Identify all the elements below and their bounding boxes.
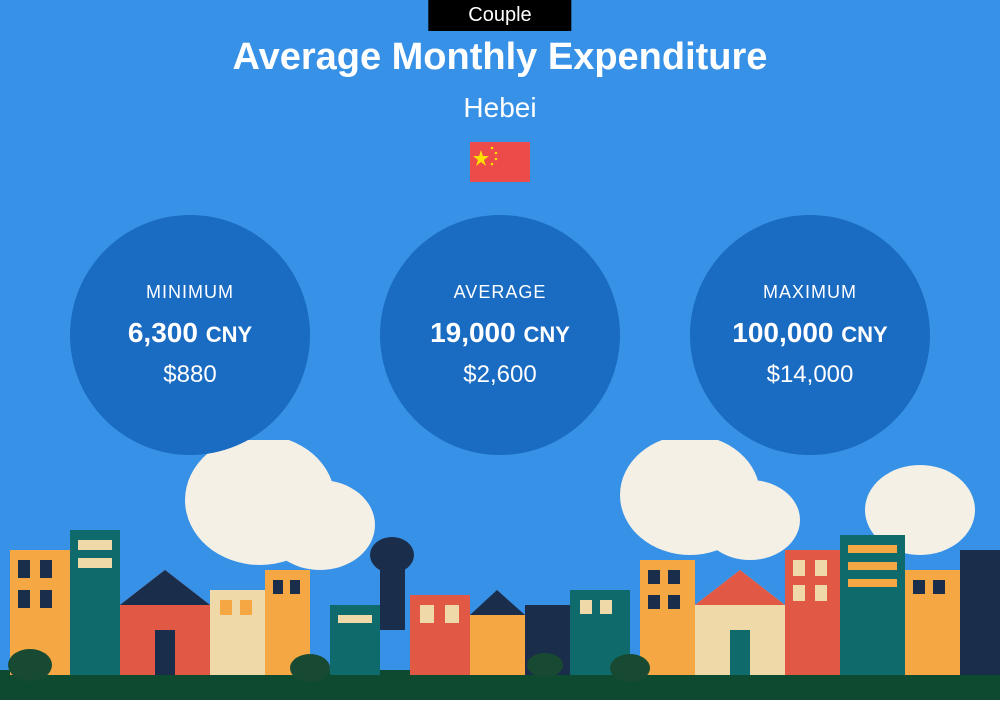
stat-circle-minimum: MINIMUM 6,300 CNY $880 <box>70 215 310 455</box>
stat-label: AVERAGE <box>454 282 547 303</box>
stats-row: MINIMUM 6,300 CNY $880 AVERAGE 19,000 CN… <box>0 215 1000 455</box>
page-title: Average Monthly Expenditure <box>0 36 1000 79</box>
category-tab: Couple <box>428 0 571 31</box>
stat-value: 100,000 CNY <box>732 317 887 349</box>
china-flag-icon <box>470 142 530 182</box>
stat-usd: $14,000 <box>767 361 854 389</box>
stat-circle-maximum: MAXIMUM 100,000 CNY $14,000 <box>690 215 930 455</box>
stat-label: MINIMUM <box>146 282 234 303</box>
stat-circle-average: AVERAGE 19,000 CNY $2,600 <box>380 215 620 455</box>
stat-value: 19,000 CNY <box>430 317 570 349</box>
stat-usd: $880 <box>163 361 216 389</box>
region-subtitle: Hebei <box>0 92 1000 124</box>
stat-label: MAXIMUM <box>763 282 857 303</box>
category-tab-label: Couple <box>468 4 531 26</box>
stat-usd: $2,600 <box>463 361 536 389</box>
stat-value: 6,300 CNY <box>128 317 252 349</box>
infographic-canvas: Couple Average Monthly Expenditure Hebei… <box>0 0 1000 700</box>
cityscape-illustration <box>0 440 1000 700</box>
